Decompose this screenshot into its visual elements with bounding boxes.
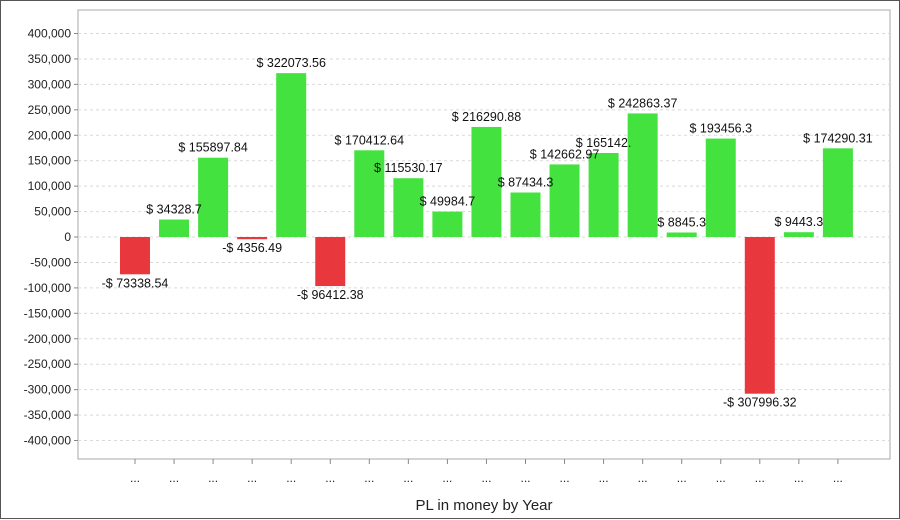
bar xyxy=(393,178,424,237)
data-label: -$ 4356.49 xyxy=(222,241,282,255)
data-label: $ 155897.84 xyxy=(178,141,248,155)
x-axis-title: PL in money by Year xyxy=(415,497,552,514)
bar xyxy=(237,237,268,240)
data-label: $ 87434.3 xyxy=(498,176,554,190)
bar xyxy=(822,148,853,237)
bar xyxy=(783,232,814,237)
x-tick-label: ... xyxy=(638,471,648,485)
x-tick-label: ... xyxy=(364,471,374,485)
bar xyxy=(705,138,736,237)
x-tick-label: ... xyxy=(325,471,335,485)
bar xyxy=(276,73,307,237)
data-label: $ 174290.31 xyxy=(803,131,873,145)
y-tick-label: 100,000 xyxy=(28,179,72,193)
y-tick-label: -350,000 xyxy=(24,408,72,422)
data-label: $ 9443.3 xyxy=(775,215,824,229)
y-tick-label: 400,000 xyxy=(28,27,72,41)
data-label: $ 170412.64 xyxy=(335,133,405,147)
y-tick-label: -100,000 xyxy=(24,281,72,295)
data-label: $ 216290.88 xyxy=(452,110,522,124)
data-label: $ 49984.7 xyxy=(420,195,476,209)
bar xyxy=(120,237,150,275)
data-label: -$ 307996.32 xyxy=(723,396,797,410)
bars xyxy=(120,73,853,394)
y-tick-label: 150,000 xyxy=(28,154,72,168)
x-tick-label: ... xyxy=(833,471,843,485)
x-tick-label: ... xyxy=(286,471,296,485)
y-tick-label: 200,000 xyxy=(28,128,72,142)
bar xyxy=(666,232,697,237)
y-tick-label: 300,000 xyxy=(28,77,72,91)
bar xyxy=(588,152,619,237)
y-tick-label: -150,000 xyxy=(24,306,72,320)
x-tick-label: ... xyxy=(716,471,726,485)
x-tick-label: ... xyxy=(247,471,257,485)
y-tick-label: -50,000 xyxy=(30,255,71,269)
data-label: $ 8845.3 xyxy=(657,215,706,229)
y-tick-label: 50,000 xyxy=(34,205,71,219)
x-tick-label: ... xyxy=(794,471,804,485)
data-labels: -$ 73338.54 $ 34328.7 $ 155897.84 -$ 4356.4… xyxy=(102,56,873,410)
y-axis-ticks: 400,000 350,000 300,000 250,000 200,000 150,0… xyxy=(24,27,78,448)
bar xyxy=(549,164,580,237)
data-label: $ 242863.37 xyxy=(608,96,678,110)
x-tick-label: ... xyxy=(599,471,609,485)
x-tick-label: ... xyxy=(481,471,491,485)
y-tick-label: -400,000 xyxy=(24,434,72,448)
bar xyxy=(744,237,775,394)
y-tick-label: 350,000 xyxy=(28,52,72,66)
data-label: $ 165142. xyxy=(576,136,632,150)
x-tick-label: ... xyxy=(442,471,452,485)
data-label: $ 115530.17 xyxy=(374,161,443,175)
data-label: -$ 73338.54 xyxy=(102,276,169,290)
y-tick-label: -300,000 xyxy=(24,383,72,397)
bar xyxy=(315,237,346,287)
data-label: $ 322073.56 xyxy=(256,56,326,70)
bar xyxy=(159,219,190,237)
data-label: $ 193456.3 xyxy=(689,122,752,136)
bar xyxy=(471,126,502,237)
data-label: -$ 96412.38 xyxy=(297,288,364,302)
bar xyxy=(510,192,541,237)
x-tick-label: ... xyxy=(208,471,218,485)
data-label: $ 34328.7 xyxy=(146,203,202,217)
data-label: $ 142662.97 xyxy=(530,147,600,161)
x-tick-label: ... xyxy=(677,471,687,485)
y-tick-label: -200,000 xyxy=(24,332,72,346)
x-tick-label: ... xyxy=(169,471,179,485)
x-tick-label: ... xyxy=(403,471,413,485)
x-tick-label: ... xyxy=(130,471,140,485)
y-tick-label: 250,000 xyxy=(28,103,72,117)
x-tick-label: ... xyxy=(560,471,570,485)
bar xyxy=(198,157,229,237)
bar xyxy=(354,150,385,237)
x-tick-label: ... xyxy=(755,471,765,485)
y-tick-label: 0 xyxy=(64,230,71,244)
x-tick-label: ... xyxy=(520,471,530,485)
bar xyxy=(432,211,463,237)
x-axis-ticks: ........................................… xyxy=(130,459,843,485)
y-tick-label: -250,000 xyxy=(24,357,72,371)
bar xyxy=(627,113,658,237)
